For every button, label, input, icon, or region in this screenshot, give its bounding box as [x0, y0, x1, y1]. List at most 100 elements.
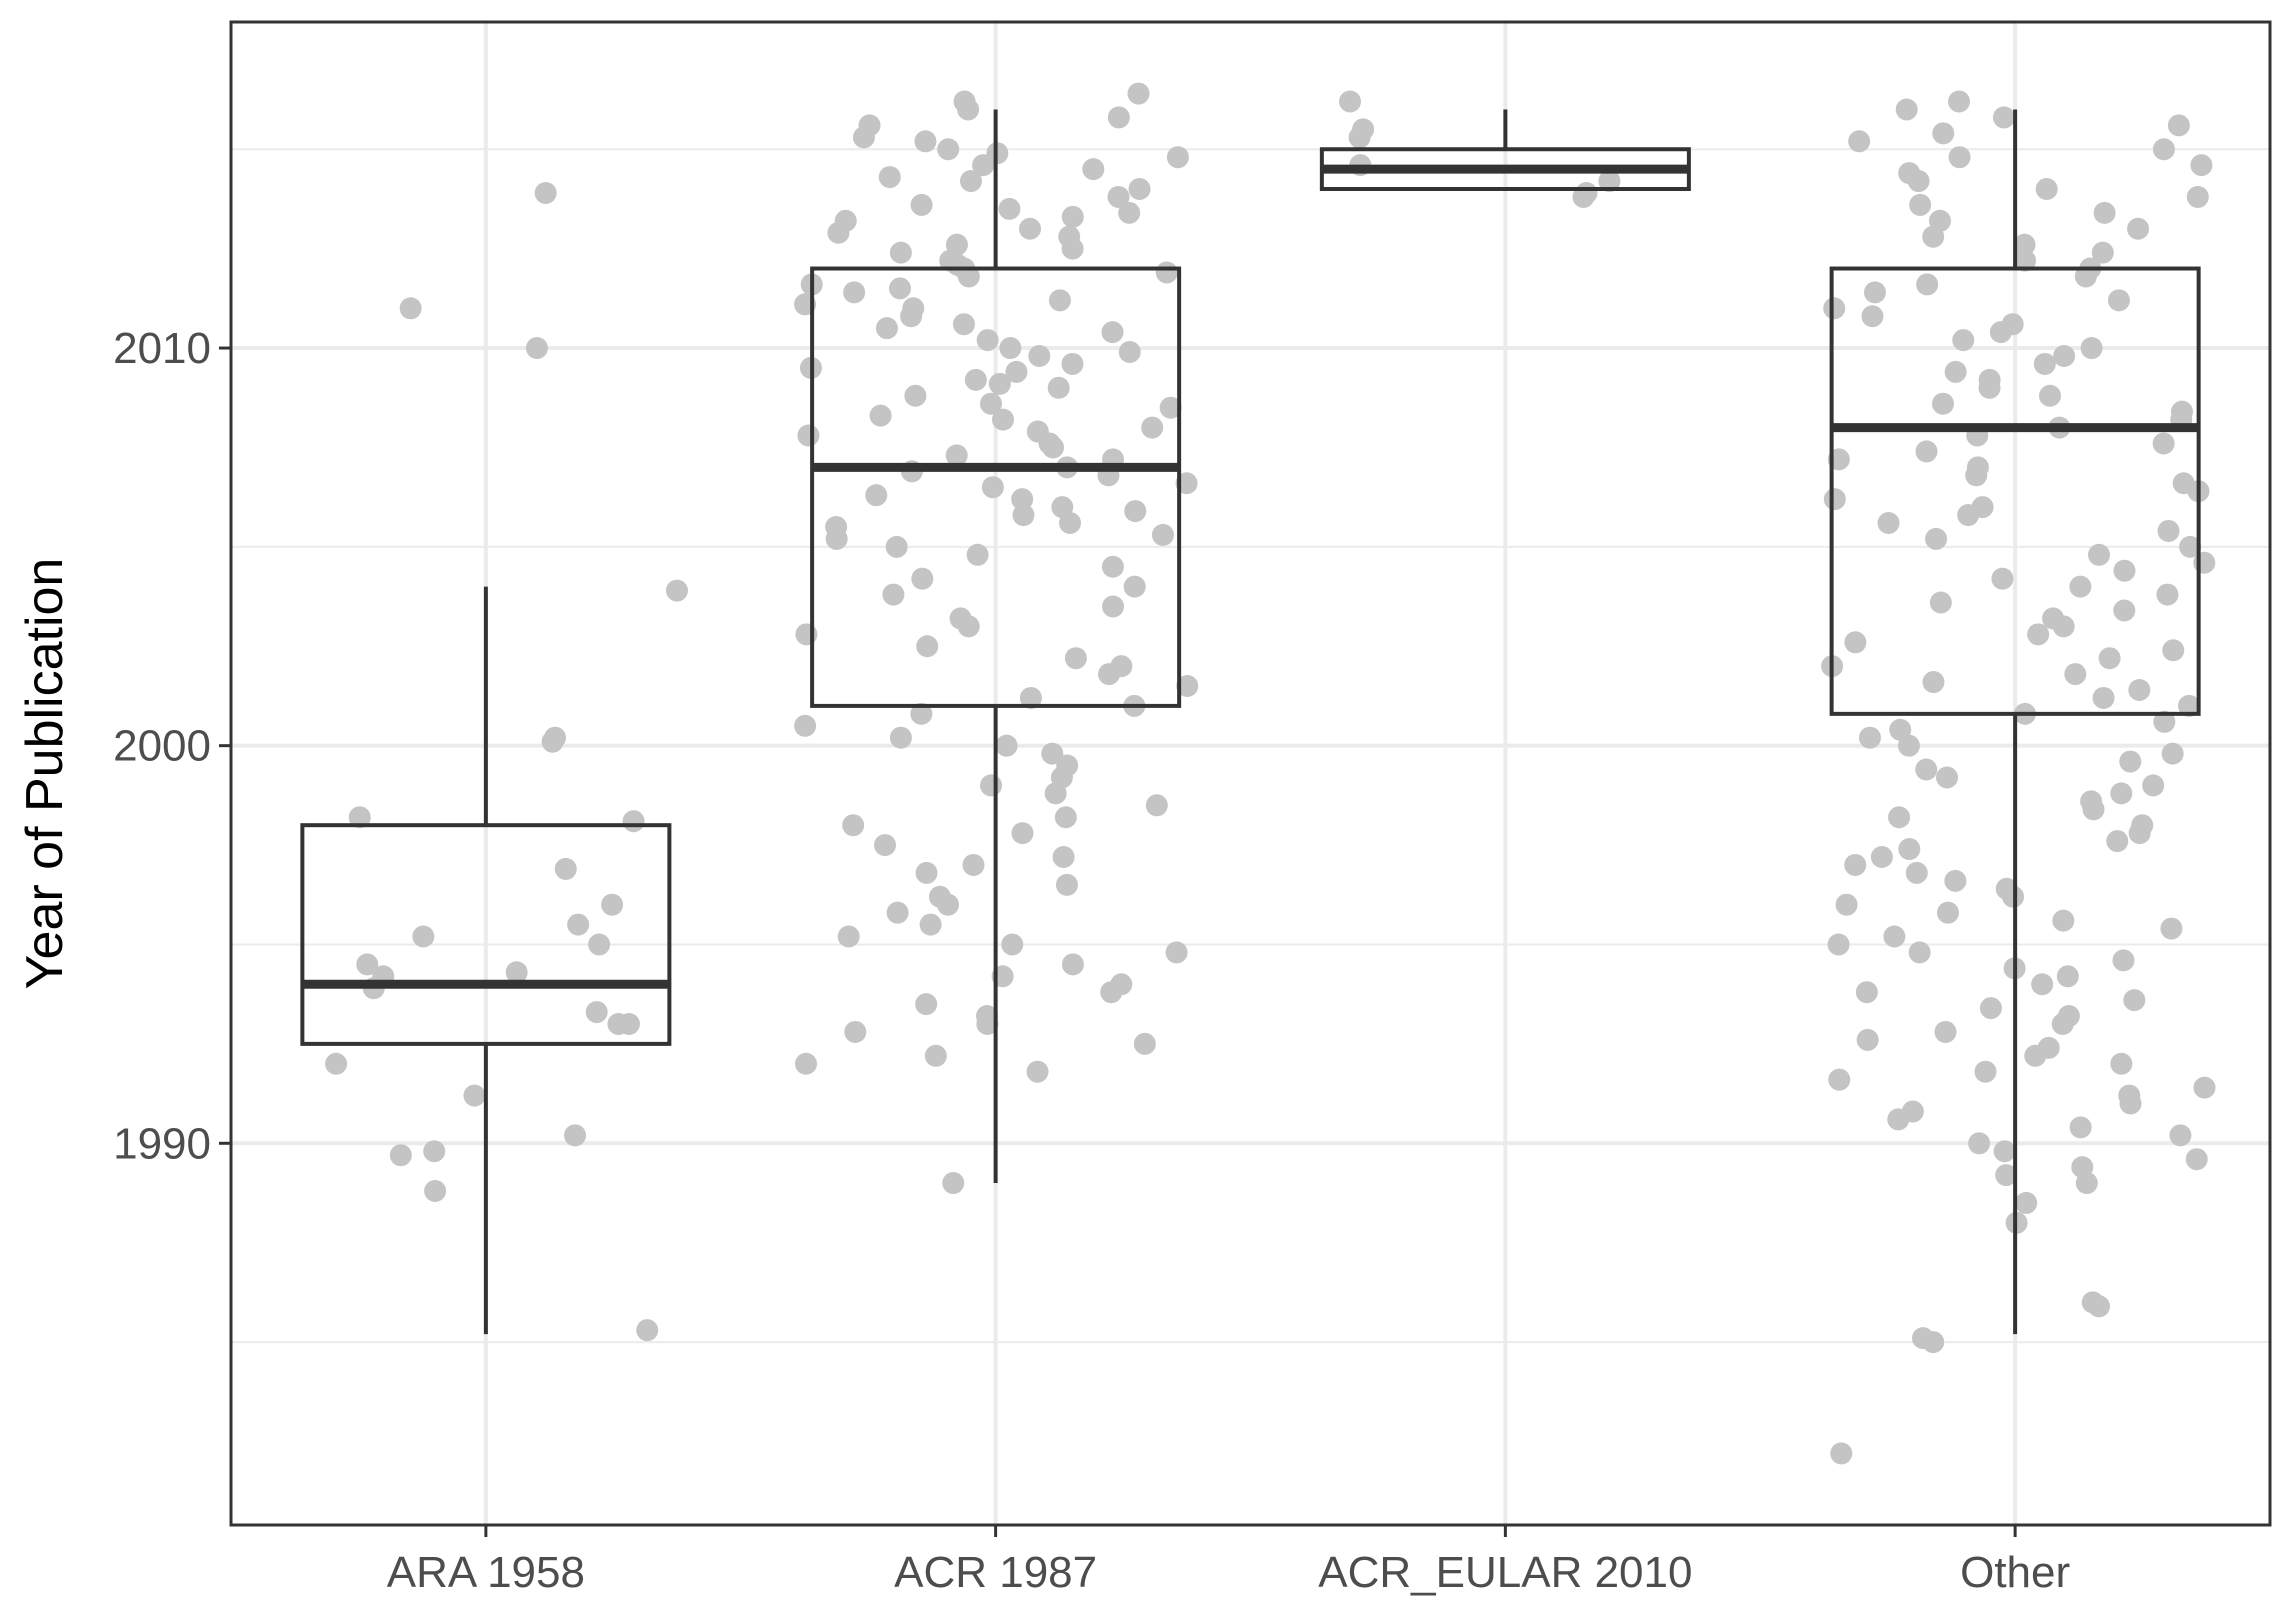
- data-point: [1925, 527, 1948, 550]
- data-point: [869, 404, 892, 427]
- data-point: [1012, 504, 1035, 527]
- data-point: [622, 810, 645, 833]
- data-point: [1858, 726, 1881, 749]
- data-point: [1979, 997, 2002, 1020]
- data-point: [2113, 559, 2136, 582]
- data-point: [1907, 170, 1930, 193]
- data-point: [2027, 623, 2050, 646]
- data-point: [1863, 281, 1886, 304]
- data-point: [875, 317, 898, 340]
- data-point: [889, 241, 912, 264]
- data-point: [885, 535, 908, 558]
- data-point: [2024, 1044, 2047, 1067]
- y-axis-title: Year of Publication: [16, 558, 74, 990]
- data-point: [1922, 225, 1945, 248]
- data-point: [914, 130, 937, 153]
- data-point: [1041, 742, 1064, 765]
- data-point: [601, 893, 624, 916]
- data-point: [567, 913, 590, 936]
- data-point: [878, 166, 901, 189]
- data-point: [1127, 82, 1150, 105]
- data-point: [904, 384, 927, 407]
- data-point: [2186, 185, 2209, 208]
- data-point: [919, 913, 942, 936]
- data-point: [1827, 933, 1850, 956]
- data-point: [837, 925, 860, 948]
- data-point: [2162, 639, 2185, 662]
- box-layer: [300, 109, 2201, 1335]
- data-point: [2064, 663, 2087, 686]
- data-point: [1877, 512, 1900, 534]
- data-point: [2112, 949, 2135, 972]
- data-point: [2091, 241, 2114, 264]
- data-point: [1176, 675, 1199, 698]
- data-point: [865, 484, 888, 507]
- data-point: [980, 774, 1003, 797]
- data-point: [972, 154, 995, 177]
- data-point: [2167, 114, 2190, 137]
- data-point: [1932, 122, 1955, 145]
- data-point: [2074, 265, 2097, 288]
- data-point: [924, 1044, 947, 1067]
- data-point: [843, 281, 866, 304]
- data-point: [945, 444, 968, 467]
- data-point: [2160, 917, 2183, 940]
- data-point: [1011, 822, 1034, 845]
- data-point: [964, 368, 987, 391]
- data-point: [852, 126, 875, 149]
- data-point: [1905, 861, 1928, 884]
- data-point: [1965, 464, 1988, 487]
- data-point: [1952, 329, 1975, 352]
- data-point: [2178, 694, 2201, 717]
- data-point: [423, 1140, 446, 1163]
- data-point: [1061, 352, 1084, 375]
- data-point: [2119, 1092, 2142, 1115]
- data-point: [1107, 185, 1130, 208]
- data-point: [665, 579, 688, 602]
- data-point: [915, 861, 938, 884]
- data-point: [389, 1144, 412, 1167]
- data-point: [1598, 170, 1621, 193]
- x-tick-label: Other: [1960, 1548, 2070, 1597]
- data-point: [1844, 631, 1867, 654]
- data-point: [2069, 575, 2092, 598]
- data-point: [607, 1013, 630, 1035]
- data-point: [412, 925, 435, 948]
- data-point: [2106, 830, 2129, 853]
- data-point: [900, 305, 923, 328]
- data-point: [959, 170, 982, 193]
- data-point: [1098, 663, 1121, 686]
- box-iqr: [810, 266, 1182, 708]
- data-point: [2080, 337, 2103, 360]
- data-point: [874, 834, 897, 857]
- data-point: [2128, 679, 2151, 701]
- data-point: [952, 313, 975, 336]
- data-point: [1936, 901, 1959, 924]
- data-point: [1974, 1060, 1997, 1083]
- data-point: [2142, 774, 2165, 797]
- data-point: [1123, 575, 1146, 598]
- data-point: [915, 993, 938, 1016]
- data-point: [1339, 90, 1362, 113]
- data-point: [937, 138, 960, 161]
- panel-border: [229, 20, 2272, 1527]
- data-point: [825, 527, 848, 550]
- data-point: [1059, 512, 1082, 534]
- data-point: [1572, 185, 1595, 208]
- data-point: [795, 1052, 818, 1075]
- data-point: [1061, 205, 1084, 228]
- data-point: [999, 337, 1022, 360]
- data-point: [1895, 98, 1918, 121]
- data-point: [1915, 440, 1938, 463]
- data-point: [981, 476, 1004, 499]
- data-point: [1124, 500, 1147, 523]
- data-point: [1054, 806, 1077, 829]
- data-point: [1995, 1164, 2018, 1187]
- data-point: [1856, 1028, 1879, 1051]
- data-point: [1151, 523, 1174, 546]
- data-point: [1935, 766, 1958, 789]
- data-point: [1844, 853, 1867, 876]
- data-point: [910, 193, 933, 216]
